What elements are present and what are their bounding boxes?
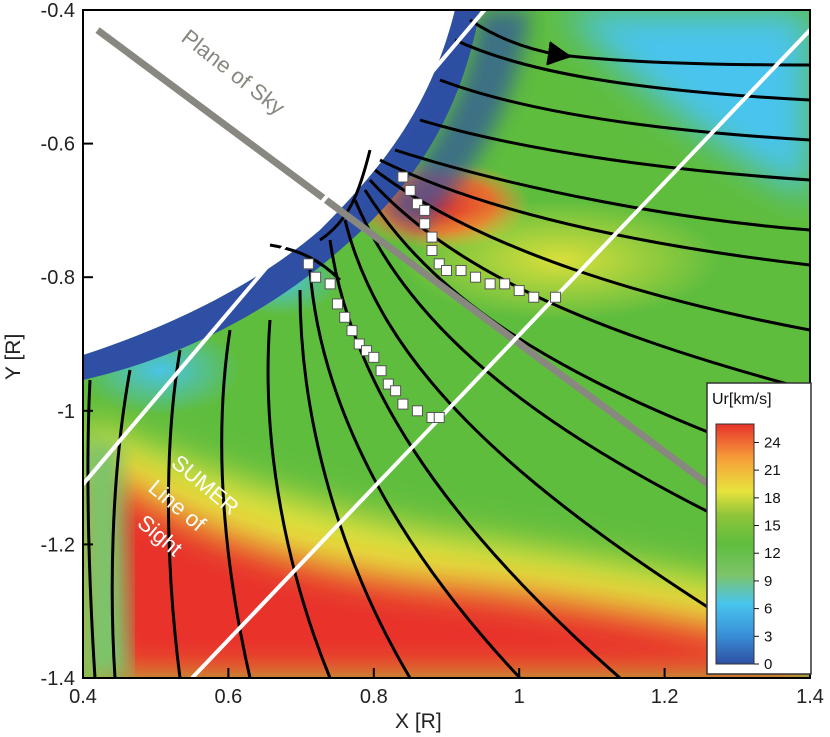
colorbar-tick-label: 9	[764, 573, 772, 590]
data-marker	[441, 265, 452, 277]
plane-of-sky-line	[95, 27, 711, 488]
colorbar-tick-label: 12	[764, 545, 781, 562]
data-marker	[484, 278, 496, 290]
field-cyan-upper-right	[560, 10, 810, 200]
streamline	[220, 329, 252, 678]
x-tick-label: 0.8	[360, 686, 388, 708]
x-axis-ticks: 0.4 0.6 0.8 1 1.2 1.4	[69, 668, 824, 708]
y-axis-label: Y [R]	[2, 334, 25, 380]
streamline	[308, 269, 522, 678]
streamline	[353, 199, 810, 562]
x-tick-label: 0.4	[69, 686, 97, 708]
data-marker	[426, 244, 438, 256]
streamline	[469, 18, 810, 65]
data-marker	[433, 258, 445, 270]
data-marker	[499, 278, 511, 290]
data-marker	[419, 204, 431, 216]
disk-rim-blue	[83, 10, 480, 380]
data-marker	[397, 398, 409, 410]
data-marker	[411, 198, 423, 210]
x-tick-label: 0.6	[214, 686, 242, 708]
streamline	[110, 369, 132, 678]
field-left-strip	[83, 440, 130, 678]
colorbar-tick-label: 6	[764, 601, 772, 618]
data-marker	[470, 271, 482, 283]
data-marker	[310, 271, 322, 283]
plot-area: Plane of Sky SUMER Line of Sight	[83, 10, 810, 678]
data-marker	[324, 278, 336, 290]
streamline	[328, 239, 621, 678]
streamline	[86, 379, 97, 678]
streamline	[394, 148, 810, 232]
colorbar-ticks: 0 3 6 9 12 15 18 21 24	[754, 434, 781, 673]
data-marker	[419, 218, 431, 230]
data-marker	[513, 285, 525, 297]
sumer-line-upper	[83, 10, 488, 486]
data-marker	[528, 291, 540, 303]
streamlines	[86, 18, 810, 678]
streamline	[298, 289, 412, 678]
marker-series-2	[302, 258, 445, 423]
data-marker	[455, 265, 467, 277]
streamline	[379, 158, 810, 267]
data-marker	[550, 291, 562, 303]
streamline	[266, 319, 332, 678]
colorbar-tick-label: 15	[764, 518, 781, 535]
streamline	[454, 38, 810, 102]
streamline	[269, 243, 342, 282]
x-tick-label: 1.4	[796, 686, 824, 708]
streamline	[319, 149, 372, 242]
data-marker	[382, 378, 394, 390]
data-marker	[404, 184, 416, 196]
colorbar-title: Ur[km/s]	[712, 391, 772, 408]
colorbar-tick-label: 3	[764, 628, 772, 645]
y-tick-label: -1.4	[41, 668, 75, 690]
y-axis-ticks: -0.4 -0.6 -0.8 -1 -1.2 -1.4	[41, 0, 93, 690]
colorbar-tick-label: 24	[764, 434, 781, 451]
colorbar-tick-label: 18	[764, 490, 781, 507]
data-marker	[353, 338, 365, 350]
streamline	[166, 349, 182, 678]
data-marker	[411, 405, 423, 417]
colorbar-tick-label: 0	[764, 656, 772, 673]
marker-series-1	[397, 171, 562, 303]
y-tick-label: -0.8	[41, 267, 75, 289]
disk-rim-blue-outer	[380, 10, 530, 230]
data-marker	[426, 231, 438, 243]
data-marker	[397, 171, 409, 183]
data-marker	[339, 311, 351, 323]
x-tick-label: 1.2	[651, 686, 679, 708]
streamline	[439, 78, 810, 142]
field-red-region	[100, 470, 810, 678]
plot-frame	[82, 9, 811, 679]
data-marker	[433, 411, 445, 423]
y-tick-label: -0.6	[41, 134, 75, 156]
data-marker	[302, 258, 314, 270]
data-marker	[375, 365, 387, 377]
data-marker	[390, 385, 402, 397]
streamline	[419, 118, 810, 182]
data-marker	[331, 298, 343, 310]
solar-disk	[83, 10, 455, 355]
y-tick-label: -0.4	[41, 0, 75, 22]
x-tick-label: 1	[514, 686, 525, 708]
data-marker	[346, 325, 358, 337]
streamline	[343, 219, 761, 642]
y-tick-label: -1.2	[41, 534, 75, 556]
colorbar-ramp	[715, 423, 755, 665]
y-tick-label: -1	[57, 401, 75, 423]
colorbar: Ur[km/s] 0 3 6 9 12 15 18 21 24	[706, 382, 812, 675]
data-marker	[368, 351, 380, 363]
data-marker	[361, 345, 373, 357]
colorbar-tick-label: 21	[764, 462, 781, 479]
x-axis-label: X [R]	[395, 710, 442, 733]
streamline	[368, 178, 810, 392]
sumer-line-lower	[190, 28, 810, 678]
